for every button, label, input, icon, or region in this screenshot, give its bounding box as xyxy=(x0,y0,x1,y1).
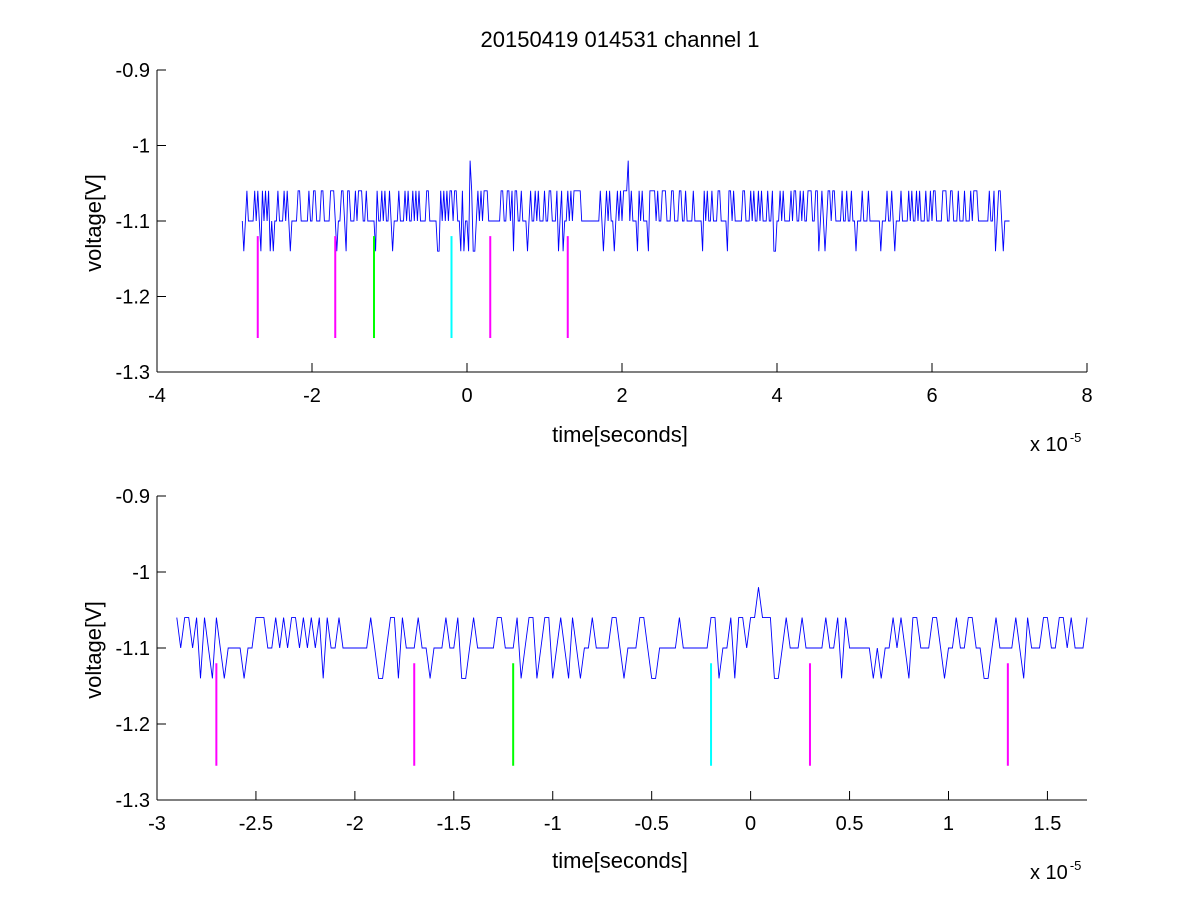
top-signal-trace xyxy=(241,160,1010,252)
top-y-tick-label-0: -0.9 xyxy=(116,60,150,82)
bottom-x-axis-label: time[seconds] xyxy=(552,848,688,873)
bottom-x-tick-labels: -3 -2.5 -2 -1.5 -1 -0.5 0 0.5 1 1.5 xyxy=(148,813,1061,835)
bottom-y-axis-label: voltage[V] xyxy=(81,601,106,699)
bottom-y-tick-label-0: -0.9 xyxy=(116,486,150,508)
top-x-tick-label-2: 0 xyxy=(461,385,472,407)
top-x-tick-label-0: -4 xyxy=(148,385,166,407)
bottom-event-markers xyxy=(215,663,1009,766)
figure-title: 20150419 014531 channel 1 xyxy=(481,27,760,52)
bottom-signal-trace xyxy=(176,587,1088,679)
bottom-x-tick-label-7: 0.5 xyxy=(836,813,864,835)
bottom-x-tick-label-8: 1 xyxy=(943,813,954,835)
bottom-x-tick-label-0: -3 xyxy=(148,813,166,835)
bottom-x-tick-label-6: 0 xyxy=(745,813,756,835)
top-y-tick-labels: -0.9 -1 -1.1 -1.2 -1.3 xyxy=(116,60,150,384)
bottom-y-tick-label-2: -1.1 xyxy=(116,638,150,660)
bottom-x-multiplier-exponent: -5 xyxy=(1070,858,1082,873)
bottom-x-tick-label-4: -1 xyxy=(544,813,562,835)
bottom-x-tick-label-3: -1.5 xyxy=(437,813,471,835)
top-x-tick-label-1: -2 xyxy=(303,385,321,407)
bottom-axes xyxy=(156,495,1087,801)
top-y-tick-label-3: -1.2 xyxy=(116,287,150,309)
bottom-x-multiplier-base: x 10 xyxy=(1030,862,1068,884)
top-x-axis-label: time[seconds] xyxy=(552,422,688,447)
bottom-x-tick-label-1: -2.5 xyxy=(239,813,273,835)
bottom-plot: -3 -2.5 -2 -1.5 -1 -0.5 0 0.5 1 1.5 -0.9 -1 -1.1 -1.… xyxy=(81,486,1088,884)
bottom-y-tick-label-4: -1.3 xyxy=(116,790,150,812)
top-signal-line xyxy=(241,160,1010,252)
top-y-tick-label-4: -1.3 xyxy=(116,362,150,384)
top-y-axis-label: voltage[V] xyxy=(81,174,106,272)
bottom-y-tick-label-3: -1.2 xyxy=(116,714,150,736)
top-axes xyxy=(156,69,1088,373)
bottom-x-tick-label-5: -0.5 xyxy=(634,813,668,835)
bottom-x-tick-label-9: 1.5 xyxy=(1034,813,1062,835)
top-x-multiplier-base: x 10 xyxy=(1030,434,1068,456)
top-x-multiplier: x 10 -5 xyxy=(1030,430,1081,456)
top-plot: -4 -2 0 2 4 6 8 -0.9 -1 -1.1 -1.2 -1.3 time[second… xyxy=(81,60,1093,456)
bottom-x-multiplier: x 10 -5 xyxy=(1030,858,1081,884)
bottom-y-tick-labels: -0.9 -1 -1.1 -1.2 -1.3 xyxy=(116,486,150,812)
top-event-markers xyxy=(256,236,569,339)
top-x-tick-labels: -4 -2 0 2 4 6 8 xyxy=(148,385,1092,407)
top-x-multiplier-exponent: -5 xyxy=(1070,430,1082,445)
top-x-tick-label-5: 6 xyxy=(926,385,937,407)
top-x-tick-label-3: 2 xyxy=(616,385,627,407)
bottom-y-tick-label-1: -1 xyxy=(132,562,150,584)
bottom-x-tick-label-2: -2 xyxy=(346,813,364,835)
top-x-tick-label-6: 8 xyxy=(1081,385,1092,407)
bottom-signal-line xyxy=(176,587,1088,679)
top-y-tick-label-1: -1 xyxy=(132,136,150,158)
top-x-tick-label-4: 4 xyxy=(771,385,782,407)
top-y-tick-label-2: -1.1 xyxy=(116,211,150,233)
